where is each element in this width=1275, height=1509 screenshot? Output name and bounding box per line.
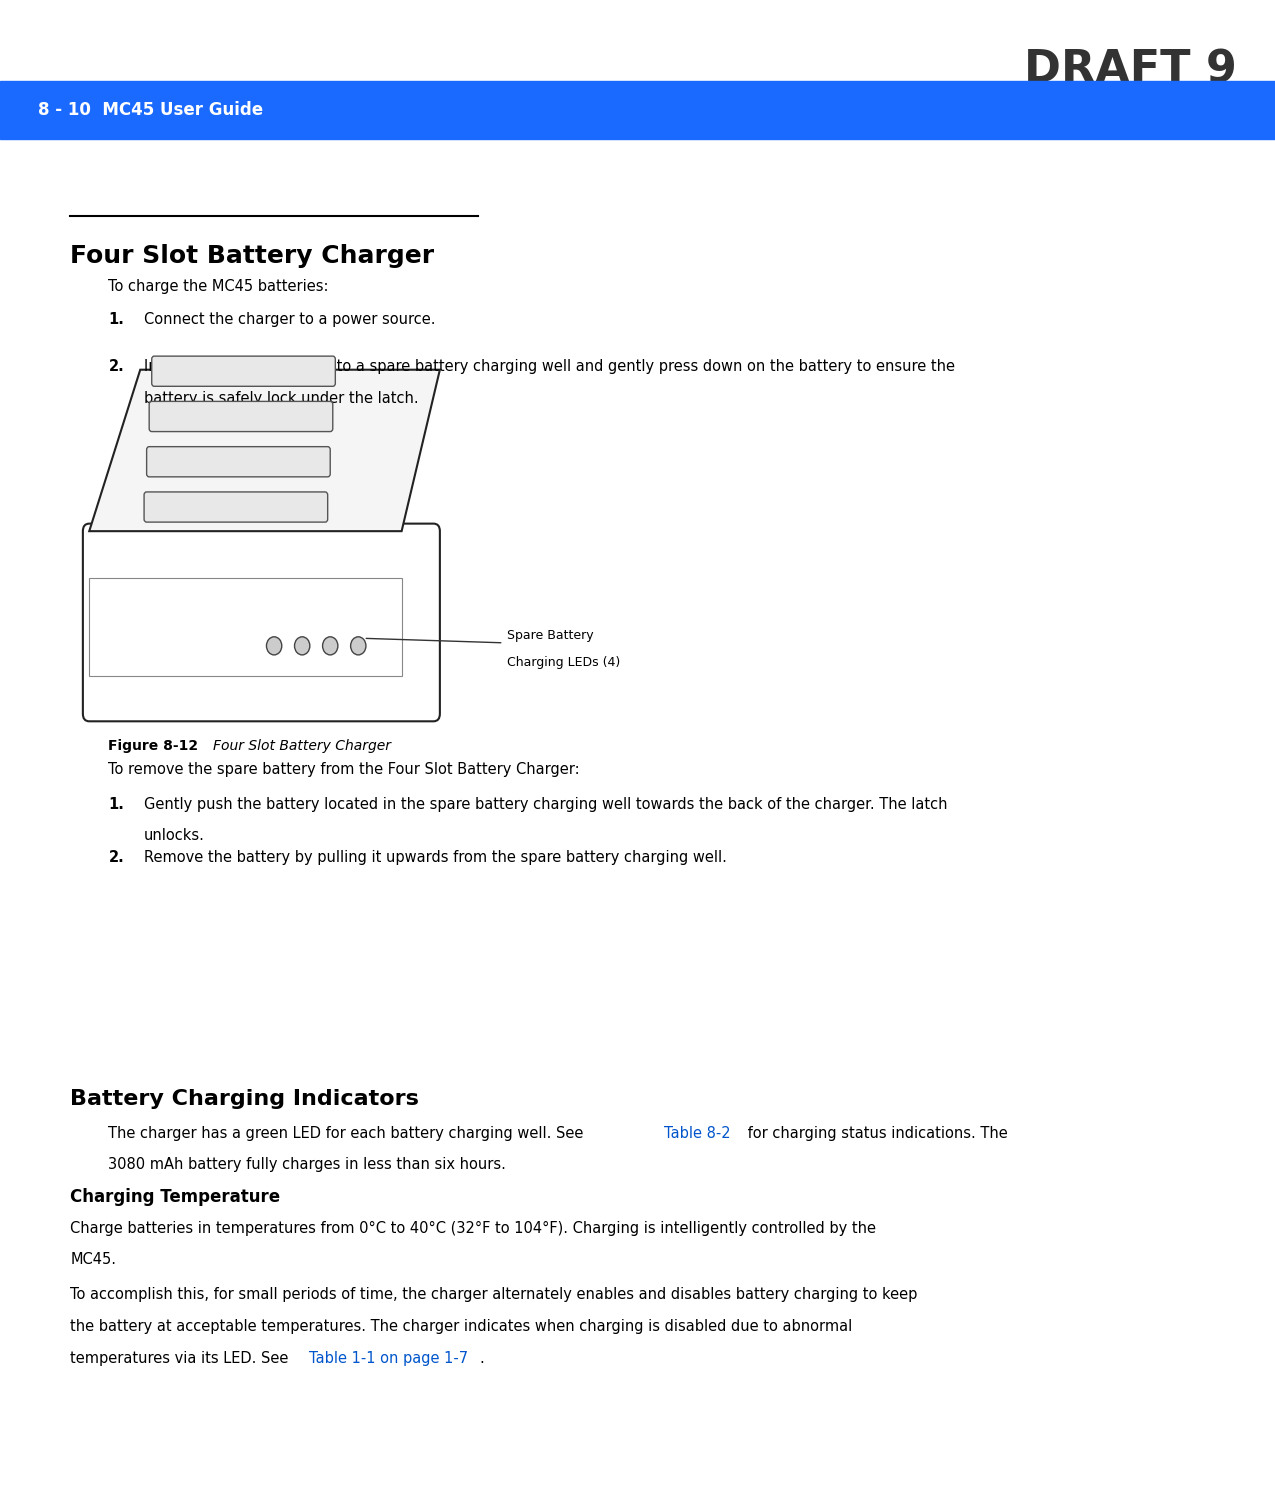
Text: Four Slot Battery Charger: Four Slot Battery Charger: [70, 244, 435, 269]
Text: Charging Temperature: Charging Temperature: [70, 1188, 280, 1206]
Text: Insert the spare battery into a spare battery charging well and gently press dow: Insert the spare battery into a spare ba…: [144, 359, 955, 374]
Circle shape: [266, 637, 282, 655]
Text: Four Slot Battery Charger: Four Slot Battery Charger: [213, 739, 391, 753]
FancyBboxPatch shape: [83, 524, 440, 721]
Bar: [89, 578, 402, 676]
Text: To accomplish this, for small periods of time, the charger alternately enables a: To accomplish this, for small periods of…: [70, 1287, 918, 1302]
Bar: [0, 81, 1275, 139]
FancyBboxPatch shape: [144, 492, 328, 522]
Text: 2.: 2.: [108, 359, 124, 374]
Text: Figure 8-12: Figure 8-12: [108, 739, 199, 753]
Text: Table 1-1 on page 1-7: Table 1-1 on page 1-7: [309, 1351, 468, 1366]
Text: 3080 mAh battery fully charges in less than six hours.: 3080 mAh battery fully charges in less t…: [108, 1157, 506, 1172]
Text: battery is safely lock under the latch.: battery is safely lock under the latch.: [144, 391, 418, 406]
Text: The charger has a green LED for each battery charging well. See: The charger has a green LED for each bat…: [108, 1126, 588, 1141]
Text: To charge the MC45 batteries:: To charge the MC45 batteries:: [108, 279, 329, 294]
Text: 8 - 10  MC45 User Guide: 8 - 10 MC45 User Guide: [38, 101, 264, 119]
Text: the battery at acceptable temperatures. The charger indicates when charging is d: the battery at acceptable temperatures. …: [70, 1319, 853, 1334]
Text: Remove the battery by pulling it upwards from the spare battery charging well.: Remove the battery by pulling it upwards…: [144, 850, 727, 865]
Text: Connect the charger to a power source.: Connect the charger to a power source.: [144, 312, 436, 327]
Text: Table 8-2: Table 8-2: [664, 1126, 731, 1141]
FancyBboxPatch shape: [147, 447, 330, 477]
Text: temperatures via its LED. See: temperatures via its LED. See: [70, 1351, 293, 1366]
Text: MC45.: MC45.: [70, 1252, 116, 1268]
Polygon shape: [89, 370, 440, 531]
Text: Gently push the battery located in the spare battery charging well towards the b: Gently push the battery located in the s…: [144, 797, 947, 812]
Text: for charging status indications. The: for charging status indications. The: [743, 1126, 1009, 1141]
FancyBboxPatch shape: [152, 356, 335, 386]
Text: DRAFT 9: DRAFT 9: [1024, 48, 1237, 91]
Text: .: .: [479, 1351, 484, 1366]
Text: unlocks.: unlocks.: [144, 828, 205, 844]
Text: Spare Battery: Spare Battery: [507, 629, 594, 643]
Text: To remove the spare battery from the Four Slot Battery Charger:: To remove the spare battery from the Fou…: [108, 762, 580, 777]
Text: 1.: 1.: [108, 312, 124, 327]
Circle shape: [323, 637, 338, 655]
Text: Charging LEDs (4): Charging LEDs (4): [507, 656, 621, 670]
FancyBboxPatch shape: [149, 401, 333, 432]
Text: 1.: 1.: [108, 797, 124, 812]
Circle shape: [295, 637, 310, 655]
Text: 2.: 2.: [108, 850, 124, 865]
Circle shape: [351, 637, 366, 655]
Text: Battery Charging Indicators: Battery Charging Indicators: [70, 1089, 419, 1109]
Text: Charge batteries in temperatures from 0°C to 40°C (32°F to 104°F). Charging is i: Charge batteries in temperatures from 0°…: [70, 1221, 876, 1236]
